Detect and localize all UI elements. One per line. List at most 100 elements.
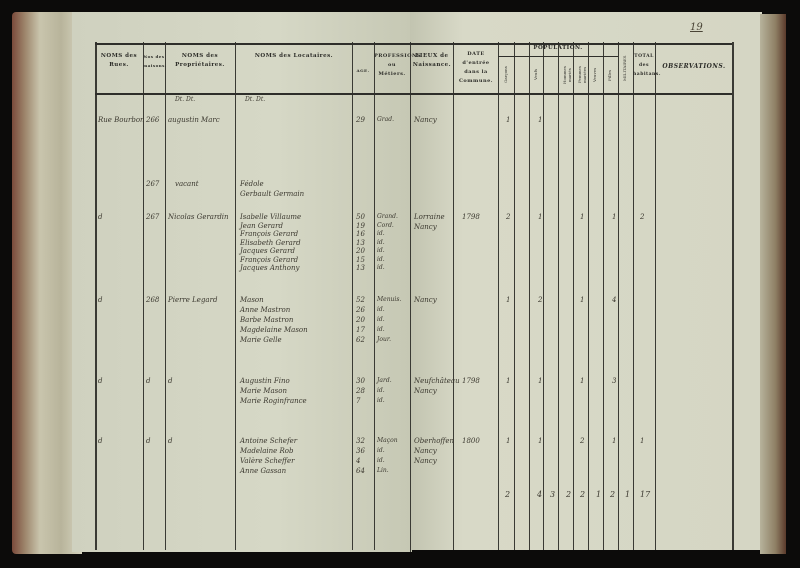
profession-value: id. <box>377 255 385 263</box>
column-rule <box>603 42 604 550</box>
age-value: 15 <box>356 255 365 264</box>
population-total: 17 <box>640 490 651 499</box>
tenant-name: Gerbault Germain <box>240 190 305 198</box>
column-rule <box>95 42 97 550</box>
population-count: 1 <box>506 437 511 445</box>
header-profession: PROFESSIONS ou Métiers. <box>374 53 422 77</box>
population-count: 1 <box>506 377 511 385</box>
owner-name: d <box>168 437 173 445</box>
population-count: 2 <box>538 296 543 304</box>
tenant-name: Barbe Mastron <box>240 316 294 324</box>
column-rule <box>165 42 166 550</box>
profession-value: id. <box>377 247 385 254</box>
age-value: 19 <box>356 221 365 230</box>
population-count: 1 <box>506 296 511 304</box>
birthplace-value: Nancy <box>414 447 437 455</box>
age-value: 30 <box>356 377 365 385</box>
header-hommes-maries: Hommes mariés <box>562 66 572 84</box>
population-total: 3 <box>550 490 556 499</box>
age-value: 20 <box>356 247 365 255</box>
column-rule <box>374 42 375 550</box>
street-name: d <box>98 377 103 385</box>
header-militaires: MILITAIRES <box>622 55 627 81</box>
age-value: 50 <box>356 213 365 221</box>
profession-value: Maçon <box>377 437 398 444</box>
profession-value: Grad. <box>377 116 394 123</box>
tenant-name: Marie Roginfrance <box>240 397 307 405</box>
profession-value: id. <box>377 457 385 464</box>
header-veufs: Veufs <box>533 69 538 81</box>
tenant-name: Jacques Gerard <box>240 247 295 255</box>
tenant-name: François Gerard <box>240 255 299 264</box>
book-page-edges-right <box>760 14 786 554</box>
header-rues: NOMS des Rues. <box>100 53 138 68</box>
profession-value: id. <box>377 264 385 271</box>
age-value: 26 <box>356 306 365 314</box>
profession-value: Grand. <box>377 213 398 220</box>
row-rule <box>95 93 410 95</box>
entry-date: 1798 <box>462 213 480 221</box>
header-garcons: Garçons <box>503 66 508 84</box>
tenant-name: Marie Mason <box>240 387 287 395</box>
age-value: 16 <box>356 230 365 238</box>
street-name: d <box>98 437 103 445</box>
population-total: 2 <box>580 490 586 499</box>
profession-value: id. <box>377 387 385 394</box>
owner-name: augustin Marc <box>168 116 220 124</box>
column-rule <box>558 42 559 550</box>
age-value: 13 <box>356 238 365 247</box>
house-number: 267 <box>146 213 160 221</box>
population-count: 1 <box>538 213 543 221</box>
header-total: TOTAL des habitans. <box>633 54 661 77</box>
population-rule <box>498 56 618 57</box>
tenant-name: François Gerard <box>240 230 299 238</box>
left-page <box>72 12 412 552</box>
house-number: 268 <box>146 296 160 304</box>
tenant-name: Fédole <box>240 180 264 188</box>
population-count: 1 <box>538 437 543 445</box>
population-count: 2 <box>640 213 645 221</box>
column-rule <box>235 42 236 550</box>
tenant-name: Jean Gerard <box>240 221 283 230</box>
tenant-name: Mason <box>240 296 264 304</box>
row-rule <box>95 43 410 45</box>
age-value: 32 <box>356 437 365 445</box>
header-locataires: NOMS des Locataires. <box>254 53 334 59</box>
population-total: 4 <box>537 490 543 499</box>
tenant-name: Isabelle Villaume <box>240 213 302 221</box>
profession-value: id. <box>377 306 385 313</box>
population-total: 2 <box>610 490 616 499</box>
column-rule <box>543 42 544 550</box>
tenant-name: Valère Scheffer <box>240 457 295 465</box>
population-count: 1 <box>612 437 617 445</box>
age-value: 17 <box>356 326 365 334</box>
population-count: 1 <box>640 437 645 445</box>
street-name: d <box>98 296 103 304</box>
tenant-name: Marie Gelle <box>240 336 282 344</box>
age-value: 20 <box>356 316 365 324</box>
profession-value: id. <box>377 238 385 246</box>
tenant-name: Elisabeth Gerard <box>240 238 301 247</box>
page-number: 19 <box>690 22 703 33</box>
profession-value: Lin. <box>377 467 389 474</box>
column-rule <box>352 42 353 550</box>
tenant-name: Antoine Schefer <box>240 437 298 445</box>
entry-date: 1800 <box>462 437 480 445</box>
column-rule <box>514 42 515 550</box>
population-count: 2 <box>506 213 511 221</box>
column-rule <box>655 42 656 550</box>
owner-name: Pierre Legard <box>168 296 218 304</box>
street-name: d <box>98 213 103 221</box>
population-count: 2 <box>580 437 585 445</box>
tenant-name: Jacques Anthony <box>240 264 300 272</box>
column-rule <box>498 42 499 550</box>
birthplace-value: Oberhoffen <box>414 437 455 445</box>
tenant-name: Anne Mastron <box>240 306 291 314</box>
street-name: Rue Bourbon <box>98 116 145 124</box>
profession-value: Jard. <box>377 377 392 384</box>
population-count: 1 <box>580 213 585 221</box>
birthplace-value: Neufchâteau <box>414 377 460 385</box>
header-proprietaires: NOMS des Propriétaires. <box>175 53 225 68</box>
population-count: 1 <box>538 377 543 385</box>
age-value: 4 <box>356 457 361 465</box>
